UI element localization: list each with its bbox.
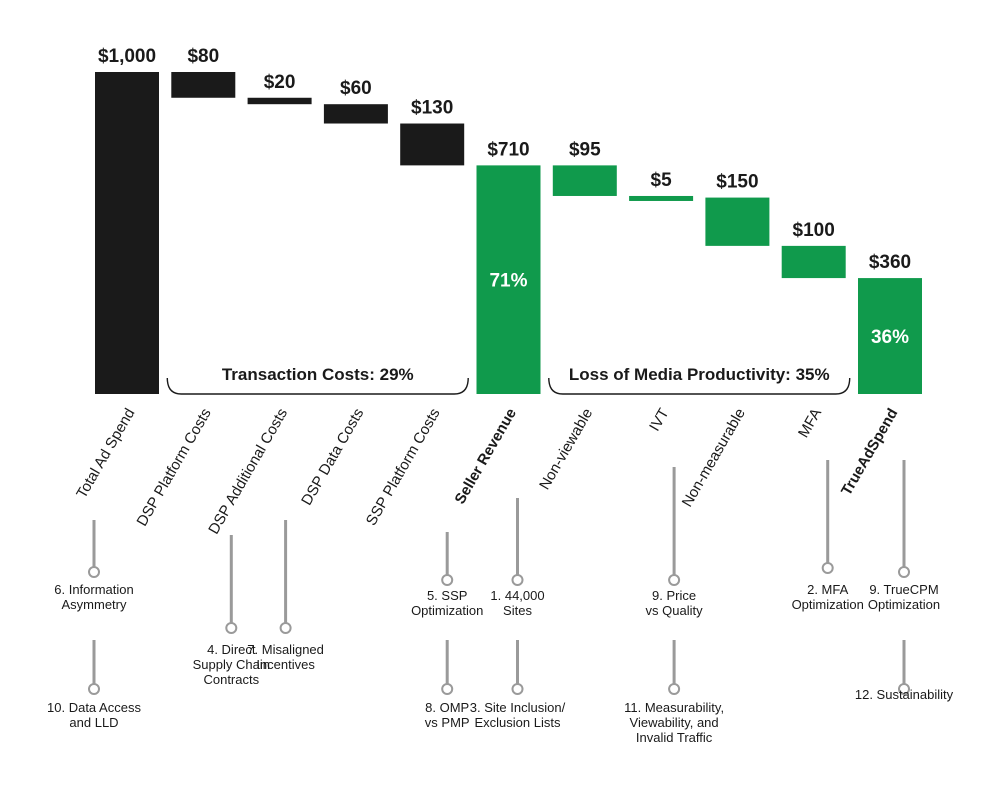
percent-label-seller-revenue: 71% [489, 271, 527, 292]
value-label-ivt: $5 [651, 170, 673, 191]
bar-dsp-data-costs [323, 104, 388, 124]
connector-dot-seller-revenue-1 [511, 574, 524, 586]
bar-non-measurable [705, 197, 770, 246]
connector-dot-mfa-1 [821, 562, 834, 574]
bar-dsp-platform-costs [171, 72, 236, 98]
value-label-ssp-platform-costs: $130 [411, 98, 453, 119]
category-label-mfa: MFA [795, 406, 825, 441]
value-label-dsp-data-costs: $60 [340, 78, 372, 99]
category-label-dsp-platform-costs: DSP Platform Costs [133, 406, 214, 530]
annotation-mfa-1: 2. MFA Optimization [792, 582, 864, 612]
connector-dot-ssp-platform-costs-2 [441, 683, 454, 695]
annotation-seller-revenue-2: 3. Site Inclusion/Exclusion Lists [470, 700, 566, 730]
value-label-dsp-additional-costs: $20 [264, 72, 296, 93]
bar-total-ad-spend [95, 72, 159, 394]
bar-seller-revenue [476, 165, 541, 394]
annotation-total-ad-spend-2: 10. Data Access and LLD [47, 700, 141, 730]
value-label-non-measurable: $150 [716, 172, 758, 193]
annotation-ivt-2: 11. Measurability, Viewability, and Invali… [624, 700, 724, 745]
bracket-label-1: Transaction Costs: 29% [222, 365, 414, 384]
connector-dot-trueadspend-2 [898, 683, 910, 695]
category-label-ivt: IVT [646, 406, 672, 435]
category-label-trueadspend: TrueAdSpend [838, 406, 901, 499]
value-label-non-viewable: $95 [569, 139, 601, 160]
value-label-total-ad-spend: $1,000 [98, 46, 156, 67]
annotation-trueadspend-2: 12. Sustainability [855, 687, 954, 702]
annotation-dsp-additional-costs-1: 7. Misaligned Incentives [247, 642, 324, 672]
connector-dot-total-ad-spend-1 [88, 566, 100, 578]
category-label-seller-revenue: Seller Revenue [451, 406, 520, 508]
bar-trueadspend [858, 278, 922, 394]
value-label-mfa: $100 [793, 220, 835, 241]
connector-dot-ivt-1 [668, 574, 681, 586]
connector-dot-seller-revenue-2 [511, 683, 524, 695]
category-label-non-measurable: Non-measurable [679, 406, 749, 511]
value-label-dsp-platform-costs: $80 [187, 46, 219, 67]
bar-ivt [629, 195, 694, 201]
annotation-seller-revenue-1: 1. 44,000 Sites [490, 588, 544, 618]
bracket-label-2: Loss of Media Productivity: 35% [569, 365, 830, 384]
bar-ssp-platform-costs [400, 123, 465, 166]
bar-non-viewable [552, 165, 617, 196]
annotation-ssp-platform-costs-2: 8. OMP vs PMP [425, 700, 470, 730]
connector-dot-dsp-additional-costs-1 [279, 622, 292, 634]
category-label-ssp-platform-costs: SSP Platform Costs [363, 406, 444, 529]
connector-dot-ssp-platform-costs-1 [441, 574, 454, 586]
connector-dot-total-ad-spend-2 [88, 683, 100, 695]
category-label-total-ad-spend: Total Ad Spend [73, 406, 138, 502]
value-label-seller-revenue: $710 [487, 139, 529, 160]
annotation-total-ad-spend-1: 6. Information Asymmetry [54, 582, 134, 612]
annotation-ivt-1: 9. Price vs Quality [646, 588, 704, 618]
connector-dot-ivt-2 [668, 683, 681, 695]
value-label-trueadspend: $360 [869, 252, 911, 273]
connector-dot-dsp-platform-costs-1 [225, 622, 238, 634]
percent-label-trueadspend: 36% [871, 327, 909, 348]
bar-dsp-additional-costs [247, 97, 312, 105]
annotation-ssp-platform-costs-1: 5. SSP Optimization [411, 588, 483, 618]
annotation-trueadspend-1: 9. TrueCPM Optimization [868, 582, 940, 612]
category-label-non-viewable: Non-viewable [536, 406, 596, 493]
category-label-dsp-data-costs: DSP Data Costs [298, 406, 367, 509]
category-label-dsp-additional-costs: DSP Additional Costs [205, 406, 291, 538]
connector-dot-trueadspend-1 [898, 566, 910, 578]
bracket-2 [548, 377, 851, 395]
bar-mfa [781, 245, 846, 279]
annotation-dsp-platform-costs-1: 4. Direct Supply Chain Contracts [193, 642, 270, 687]
bracket-1 [166, 377, 469, 395]
